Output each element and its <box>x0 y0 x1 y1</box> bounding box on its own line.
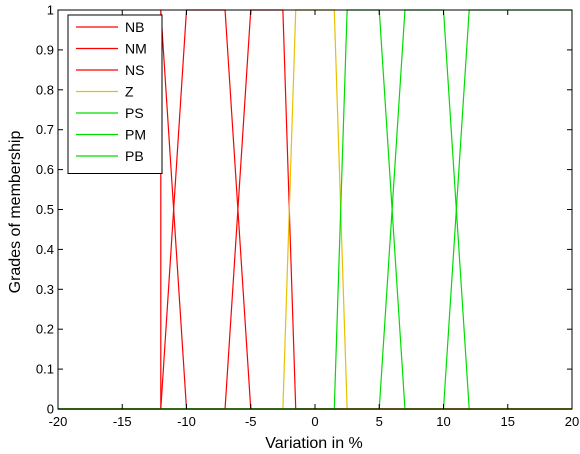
x-tick-label: 15 <box>501 414 515 429</box>
y-tick-label: 0.8 <box>36 82 54 97</box>
y-tick-label: 0.4 <box>36 242 54 257</box>
y-tick-label: 1 <box>47 3 54 18</box>
y-tick-label: 0.5 <box>36 202 54 217</box>
y-tick-label: 0 <box>47 402 54 417</box>
y-axis-label: Grades of membership <box>7 131 24 294</box>
y-tick-label: 0.1 <box>36 362 54 377</box>
x-tick-label: 5 <box>376 414 383 429</box>
legend-label-z: Z <box>125 84 134 100</box>
y-tick-label: 0.7 <box>36 122 54 137</box>
x-tick-label: 0 <box>311 414 318 429</box>
x-tick-label: -10 <box>177 414 196 429</box>
x-tick-label: 20 <box>565 414 579 429</box>
legend-label-nm: NM <box>125 41 147 57</box>
y-tick-label: 0.3 <box>36 282 54 297</box>
legend: NB NM NS Z PS PM PB <box>67 14 163 174</box>
y-tick-label: 0.2 <box>36 322 54 337</box>
x-tick-label: 10 <box>436 414 450 429</box>
x-axis-label: Variation in % <box>265 435 363 452</box>
legend-box <box>67 14 163 174</box>
axes-layer: -20 -15 -10 -5 0 5 10 15 20 0 0.1 0.2 0.3 0.4 0.5 0.6 0.… <box>36 3 579 430</box>
x-tick-label: -20 <box>49 414 68 429</box>
y-tick-label: 0.6 <box>36 162 54 177</box>
legend-label-ns: NS <box>125 62 144 78</box>
y-tick-label: 0.9 <box>36 42 54 57</box>
legend-label-pb: PB <box>125 148 144 164</box>
legend-label-nb: NB <box>125 19 144 35</box>
legend-label-pm: PM <box>125 127 146 143</box>
legend-label-ps: PS <box>125 105 144 121</box>
x-tick-label: -15 <box>113 414 132 429</box>
x-tick-label: -5 <box>245 414 257 429</box>
